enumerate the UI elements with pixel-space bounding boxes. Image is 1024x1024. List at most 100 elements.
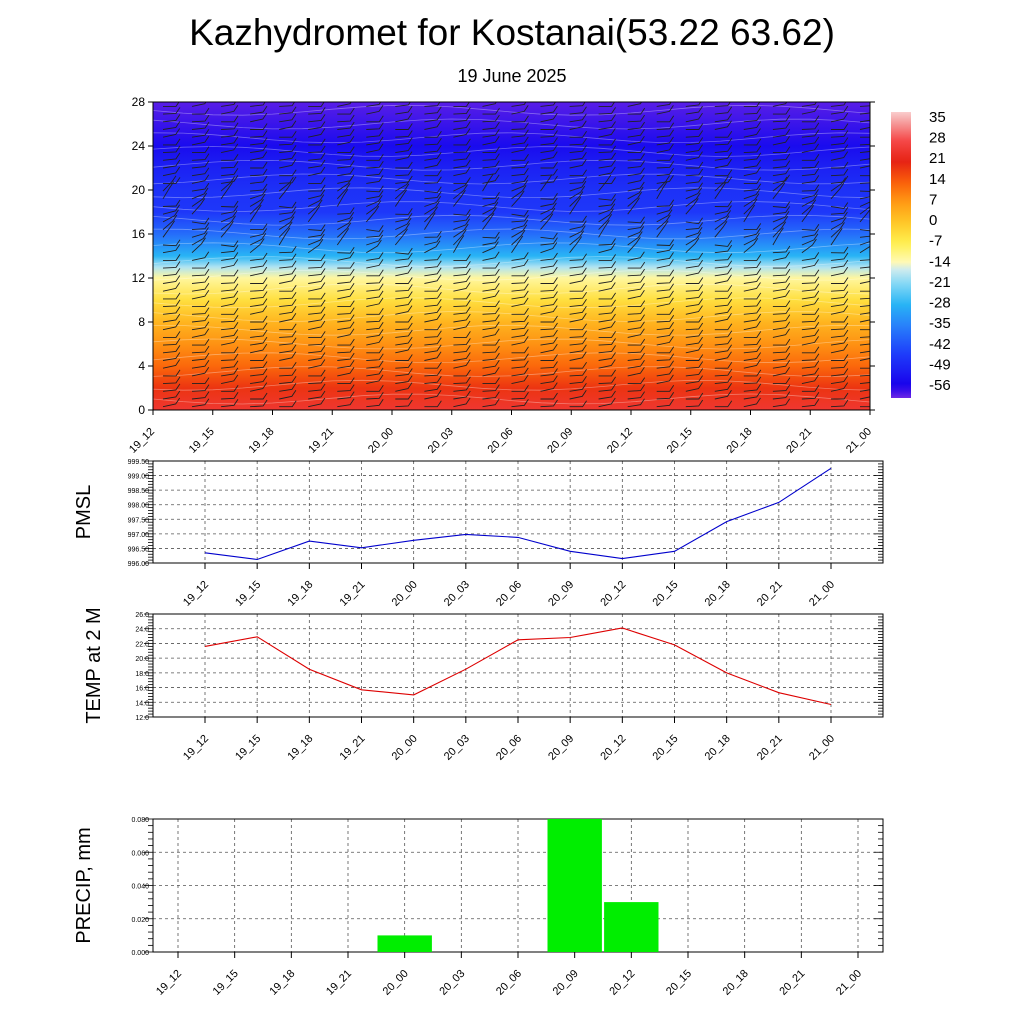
wind-barb [278,221,293,238]
wind-barb [366,367,384,377]
wind-barb [772,182,786,200]
wind-barb [453,138,471,146]
wind-barb [859,259,870,261]
wind-barb [540,174,553,192]
wind-barb [482,173,494,192]
wind-barb [453,292,471,300]
wind-barb [540,361,558,369]
wind-barb [860,329,870,331]
wind-barb [221,367,239,377]
wind-barb [337,338,355,346]
wind-barb [279,120,297,130]
contour-lines [153,104,870,405]
contour-line [153,352,870,364]
wind-barb [424,186,442,194]
wind-barb [511,102,527,107]
wind-barb [627,107,646,115]
wind-barb [191,352,210,361]
wind-barb [366,154,384,161]
wind-barb [627,102,643,107]
chart-title: Kazhydromet for Kostanai(53.22 63.62) [189,12,835,53]
wind-barb [511,229,526,246]
wind-barb [743,369,762,377]
wind-barb [540,354,558,361]
wind-barb [453,223,469,238]
wind-barb [162,152,181,161]
wind-barb [366,225,384,232]
colorbar-tick-label: 7 [929,191,937,208]
wind-barb [598,243,616,254]
wind-barbs [162,102,870,408]
wind-barb [162,359,181,369]
wind-barb [685,291,704,300]
wind-barb [685,322,704,331]
wind-barb [424,351,442,361]
wind-barb [714,390,732,400]
temp-frame [152,613,884,718]
pmsl-y-tick-label: 999.00 [128,474,150,481]
colorbar: 35 28 21 14 7 0 -7 -14 -21 -28 -35 -42 -49 -56 [891,109,951,398]
wind-barb [830,144,849,154]
wind-barb [279,390,297,400]
wind-barb [250,112,268,123]
wind-barb [801,189,819,200]
wind-barb [395,151,413,161]
wind-barb [830,112,849,123]
pmsl-x-tick-label: 19_21 [338,579,368,609]
wind-barb [772,314,791,323]
wind-barb [308,261,326,269]
precip-bar [547,819,602,952]
wind-barb [308,299,326,308]
wind-barb [192,146,210,154]
wind-barb [859,389,870,392]
wind-barb [685,182,703,192]
wind-barb [714,181,727,200]
wind-barb [627,251,645,261]
wind-barb [685,144,703,154]
wind-barb [308,369,326,377]
wind-barb [278,182,292,200]
wind-barb [482,300,500,308]
wind-barb [453,261,471,269]
precip-bar [377,935,432,952]
wind-barb [598,268,616,277]
wind-barb [801,175,820,184]
wind-barb [598,121,616,130]
wind-barb [482,359,500,369]
wind-barb [511,353,529,361]
wind-barb [569,253,587,261]
wind-barb [627,114,645,123]
wind-barb [162,239,181,247]
temp-x-tick-label: 19_18 [285,733,315,763]
wind-barb [279,267,297,277]
wind-barb [308,320,326,331]
wind-barb [162,114,181,123]
wind-barb [453,114,471,123]
wind-barb [627,345,645,354]
wind-barb [627,314,645,323]
wind-barb [395,382,413,392]
wind-barb [279,211,296,223]
wind-barb [830,375,849,385]
wind-barb [714,144,733,154]
wind-barb [772,321,791,331]
wind-barb [656,252,674,261]
wind-barb [394,228,408,246]
wind-barb [191,366,210,377]
wind-barb [279,113,297,123]
wind-barb [162,121,181,130]
wind-barb [714,330,733,338]
wind-barb [250,354,268,361]
wind-barb [250,382,268,392]
wind-barb [714,375,733,385]
wind-barb [743,306,762,315]
wind-barb [569,137,587,146]
wind-barb [569,400,587,408]
wind-barb [337,207,355,215]
wind-barb [279,245,297,254]
wind-barb [772,307,791,315]
wind-barb [395,354,413,361]
wind-barb [279,106,297,115]
wind-barb [221,240,239,248]
wind-barb [656,259,674,269]
